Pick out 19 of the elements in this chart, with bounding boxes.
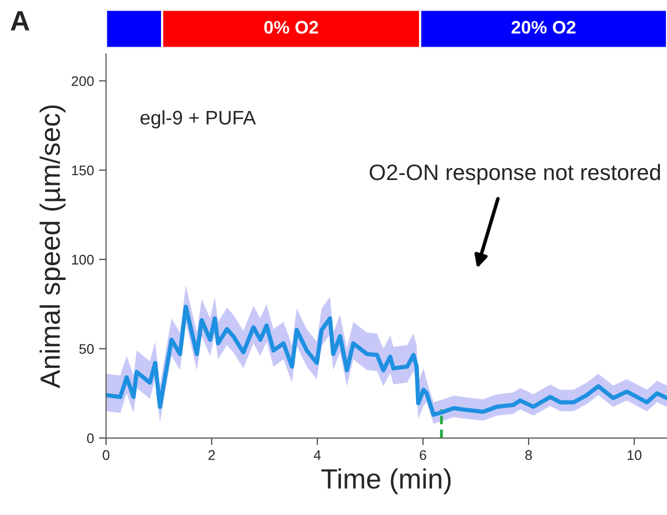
x-tick-label: 8 [525,450,532,460]
x-axis-title: Time (min) [321,468,451,494]
x-tick-label: 10 [628,450,642,460]
annotation: egl-9 + PUFA [140,110,256,128]
y-tick-label: 100 [72,254,94,265]
annotation: O2-ON response not restored [370,164,660,185]
text: 20% O2 [512,20,576,34]
text: 0% O2 [264,20,318,34]
x-tick-label: 6 [420,450,426,460]
x-tick-label: 2 [208,450,215,460]
y-tick-label: 50 [79,344,94,354]
y-tick-label: 150 [72,165,94,176]
y-tick-label: 200 [72,76,94,86]
line-series [106,304,667,417]
x-tick-label: 4 [314,450,321,460]
x-tick-label: 0 [102,450,110,460]
y-tick-label: 0 [87,433,94,444]
text: A [10,11,30,30]
y-axis-title: Animal speed (µm/sec) [40,105,66,388]
